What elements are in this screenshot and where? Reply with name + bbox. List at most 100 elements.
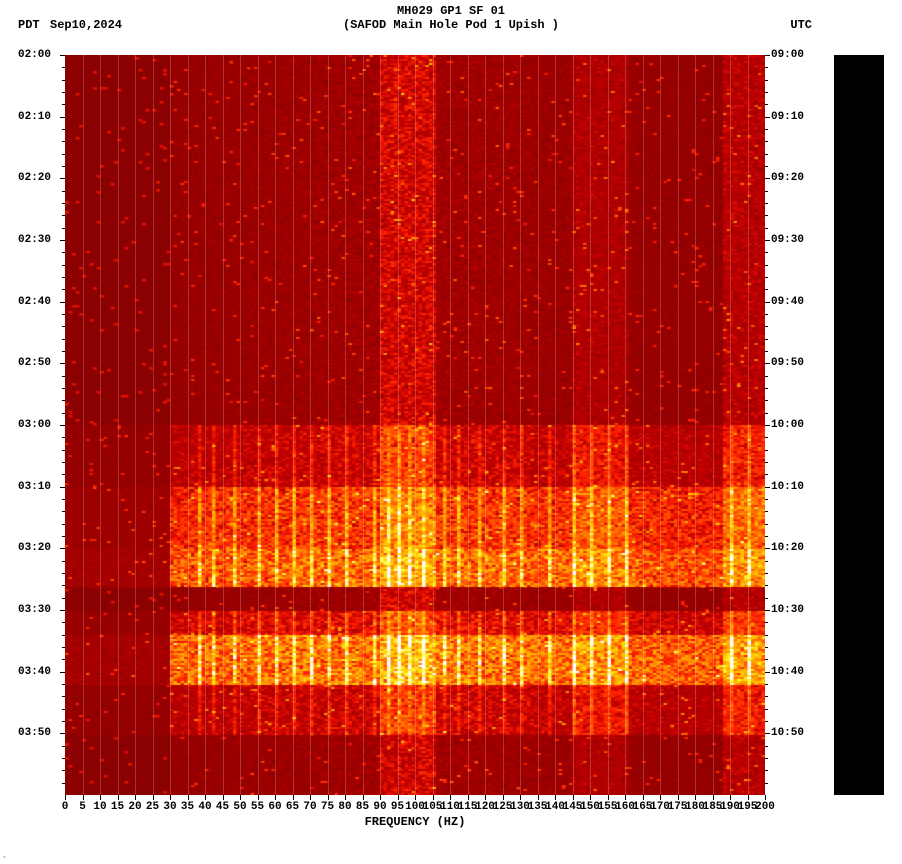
y-tick-mark-right xyxy=(765,672,770,673)
gridline xyxy=(293,55,294,795)
timezone-left-label: PDT xyxy=(18,18,40,32)
x-tick-mark xyxy=(748,795,749,800)
gridline xyxy=(590,55,591,795)
y-minor-tick-right xyxy=(765,709,768,710)
y-minor-tick-right xyxy=(765,770,768,771)
y-minor-tick-left xyxy=(62,770,65,771)
y-minor-tick-left xyxy=(62,376,65,377)
y-minor-tick-right xyxy=(765,154,768,155)
y-tick-mark-left xyxy=(60,240,65,241)
y-minor-tick-right xyxy=(765,228,768,229)
x-tick-mark xyxy=(713,795,714,800)
y-minor-tick-right xyxy=(765,647,768,648)
y-minor-tick-right xyxy=(765,598,768,599)
y-tick-label-right: 09:40 xyxy=(771,296,804,308)
gridline xyxy=(608,55,609,795)
gridline xyxy=(118,55,119,795)
y-minor-tick-right xyxy=(765,166,768,167)
y-minor-tick-left xyxy=(62,647,65,648)
gridline xyxy=(153,55,154,795)
gridline xyxy=(713,55,714,795)
y-minor-tick-right xyxy=(765,388,768,389)
x-tick-mark xyxy=(240,795,241,800)
gridline xyxy=(730,55,731,795)
y-tick-label-left: 03:40 xyxy=(18,666,51,678)
gridline xyxy=(275,55,276,795)
y-tick-label-left: 02:00 xyxy=(18,49,51,61)
y-minor-tick-left xyxy=(62,462,65,463)
y-minor-tick-left xyxy=(62,622,65,623)
y-tick-mark-right xyxy=(765,117,770,118)
y-minor-tick-right xyxy=(765,67,768,68)
y-minor-tick-left xyxy=(62,721,65,722)
y-minor-tick-right xyxy=(765,277,768,278)
x-tick-label: 25 xyxy=(146,801,159,813)
y-minor-tick-right xyxy=(765,191,768,192)
gridline xyxy=(555,55,556,795)
y-tick-label-right: 10:10 xyxy=(771,481,804,493)
y-minor-tick-right xyxy=(765,400,768,401)
x-tick-mark xyxy=(65,795,66,800)
gridline xyxy=(433,55,434,795)
x-tick-mark xyxy=(765,795,766,800)
y-minor-tick-left xyxy=(62,67,65,68)
x-tick-mark xyxy=(415,795,416,800)
y-tick-mark-right xyxy=(765,55,770,56)
x-tick-mark xyxy=(205,795,206,800)
y-tick-mark-left xyxy=(60,55,65,56)
x-tick-mark xyxy=(188,795,189,800)
y-minor-tick-left xyxy=(62,400,65,401)
y-tick-label-left: 02:10 xyxy=(18,111,51,123)
y-minor-tick-right xyxy=(765,474,768,475)
y-minor-tick-left xyxy=(62,659,65,660)
y-minor-tick-left xyxy=(62,191,65,192)
x-tick-mark xyxy=(135,795,136,800)
y-minor-tick-left xyxy=(62,585,65,586)
y-minor-tick-right xyxy=(765,696,768,697)
gridline xyxy=(380,55,381,795)
y-minor-tick-right xyxy=(765,524,768,525)
y-tick-label-right: 10:50 xyxy=(771,727,804,739)
y-minor-tick-left xyxy=(62,289,65,290)
y-minor-tick-left xyxy=(62,326,65,327)
y-minor-tick-left xyxy=(62,437,65,438)
y-minor-tick-right xyxy=(765,265,768,266)
gridline xyxy=(503,55,504,795)
gridline xyxy=(83,55,84,795)
y-minor-tick-right xyxy=(765,758,768,759)
y-minor-tick-right xyxy=(765,635,768,636)
x-tick-label: 55 xyxy=(251,801,264,813)
date-label: Sep10,2024 xyxy=(50,18,122,32)
y-minor-tick-right xyxy=(765,511,768,512)
colorbar xyxy=(834,55,884,795)
y-tick-label-right: 10:40 xyxy=(771,666,804,678)
x-tick-mark xyxy=(398,795,399,800)
gridline xyxy=(345,55,346,795)
x-tick-mark xyxy=(608,795,609,800)
y-minor-tick-right xyxy=(765,659,768,660)
x-tick-mark xyxy=(485,795,486,800)
y-minor-tick-right xyxy=(765,129,768,130)
y-tick-label-left: 03:30 xyxy=(18,604,51,616)
y-tick-mark-right xyxy=(765,487,770,488)
x-tick-mark xyxy=(153,795,154,800)
y-tick-mark-left xyxy=(60,178,65,179)
y-tick-mark-right xyxy=(765,363,770,364)
y-minor-tick-left xyxy=(62,351,65,352)
x-tick-mark xyxy=(573,795,574,800)
gridline xyxy=(520,55,521,795)
x-tick-label: 35 xyxy=(181,801,194,813)
x-tick-mark xyxy=(345,795,346,800)
x-tick-label: 65 xyxy=(286,801,299,813)
gridline xyxy=(328,55,329,795)
y-minor-tick-left xyxy=(62,709,65,710)
x-tick-label: 75 xyxy=(321,801,334,813)
y-tick-label-left: 02:20 xyxy=(18,172,51,184)
x-tick-mark xyxy=(520,795,521,800)
x-tick-mark xyxy=(363,795,364,800)
y-minor-tick-right xyxy=(765,252,768,253)
y-minor-tick-right xyxy=(765,437,768,438)
x-tick-label: 50 xyxy=(233,801,246,813)
y-minor-tick-right xyxy=(765,462,768,463)
x-axis-label: FREQUENCY (HZ) xyxy=(65,815,765,829)
